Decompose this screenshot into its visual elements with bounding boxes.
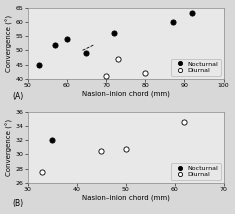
Point bbox=[190, 12, 194, 15]
Y-axis label: Convergence (°): Convergence (°) bbox=[6, 119, 13, 176]
Point bbox=[50, 138, 54, 142]
Text: (A): (A) bbox=[12, 92, 24, 101]
Point bbox=[124, 147, 128, 150]
Point bbox=[116, 57, 120, 61]
Point bbox=[65, 37, 69, 41]
Point bbox=[171, 20, 175, 24]
Y-axis label: Convergence (°): Convergence (°) bbox=[6, 15, 13, 72]
X-axis label: Nasion–inion chord (mm): Nasion–inion chord (mm) bbox=[82, 91, 170, 97]
Point bbox=[104, 74, 108, 78]
Point bbox=[143, 71, 147, 75]
Legend: Nocturnal, Diurnal: Nocturnal, Diurnal bbox=[171, 163, 220, 180]
Point bbox=[99, 149, 103, 153]
Point bbox=[38, 63, 41, 66]
Point bbox=[112, 31, 116, 35]
Point bbox=[53, 43, 57, 46]
X-axis label: Nasion–inion chord (mm): Nasion–inion chord (mm) bbox=[82, 195, 170, 201]
Point bbox=[183, 121, 186, 124]
Point bbox=[40, 171, 44, 174]
Point bbox=[85, 52, 88, 55]
Text: (B): (B) bbox=[13, 199, 24, 208]
Legend: Nocturnal, Diurnal: Nocturnal, Diurnal bbox=[171, 59, 220, 76]
